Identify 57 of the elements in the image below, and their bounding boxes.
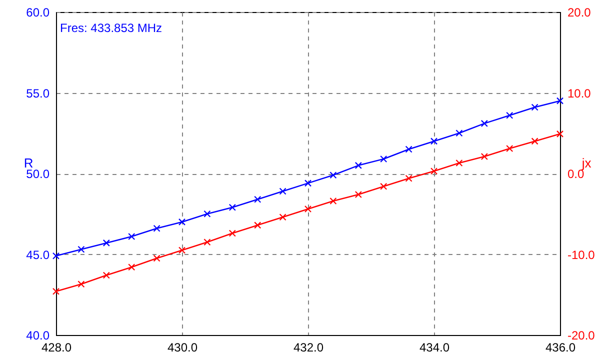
point xyxy=(128,264,136,271)
point xyxy=(128,232,136,240)
y2-tick-label: 10.0 xyxy=(568,86,592,100)
point xyxy=(52,288,60,295)
point xyxy=(556,130,564,138)
point xyxy=(531,138,538,145)
point xyxy=(78,246,85,253)
point xyxy=(228,230,236,237)
point xyxy=(254,222,262,229)
point xyxy=(178,246,186,254)
point xyxy=(52,252,60,260)
point xyxy=(204,210,211,218)
point xyxy=(330,197,337,205)
x-tick-label: 428.0 xyxy=(41,340,72,354)
y2-tick-label: -20.0 xyxy=(568,328,596,342)
point xyxy=(380,182,388,190)
x-tick-label: 432.0 xyxy=(293,340,324,354)
point xyxy=(178,218,186,226)
point xyxy=(102,239,110,246)
y-tick-label: 45.0 xyxy=(26,248,50,262)
point xyxy=(354,190,362,198)
point xyxy=(456,159,463,167)
point xyxy=(380,155,388,163)
point xyxy=(556,97,564,104)
point xyxy=(279,214,286,221)
point xyxy=(228,204,236,211)
point xyxy=(531,104,538,111)
x-tick-label: 434.0 xyxy=(419,340,450,354)
y2-tick-label: -10.0 xyxy=(568,248,596,262)
y-tick-label: 60.0 xyxy=(26,6,50,20)
point xyxy=(480,120,488,127)
point xyxy=(254,196,262,203)
point xyxy=(480,152,488,160)
y-tick-label: 40.0 xyxy=(26,328,50,342)
point xyxy=(430,168,438,175)
point xyxy=(405,146,412,153)
point xyxy=(78,280,85,288)
point xyxy=(456,130,463,137)
y2-tick-label: 20.0 xyxy=(568,6,592,20)
point xyxy=(102,272,110,279)
point xyxy=(506,112,514,119)
point xyxy=(153,224,160,232)
point xyxy=(279,188,286,195)
point xyxy=(405,174,412,182)
point xyxy=(354,162,362,169)
point xyxy=(430,138,438,145)
x-tick-label: 430.0 xyxy=(167,340,198,354)
y2-axis-title: jx xyxy=(580,156,592,170)
point xyxy=(153,254,160,262)
point xyxy=(304,205,312,213)
y-tick-label: 55.0 xyxy=(26,86,50,100)
point xyxy=(204,238,211,246)
point xyxy=(506,144,514,152)
point xyxy=(330,172,337,179)
annotation: Fres: 433.853 MHz xyxy=(60,21,162,35)
x-tick-label: 436.0 xyxy=(545,340,576,354)
point xyxy=(304,180,312,187)
